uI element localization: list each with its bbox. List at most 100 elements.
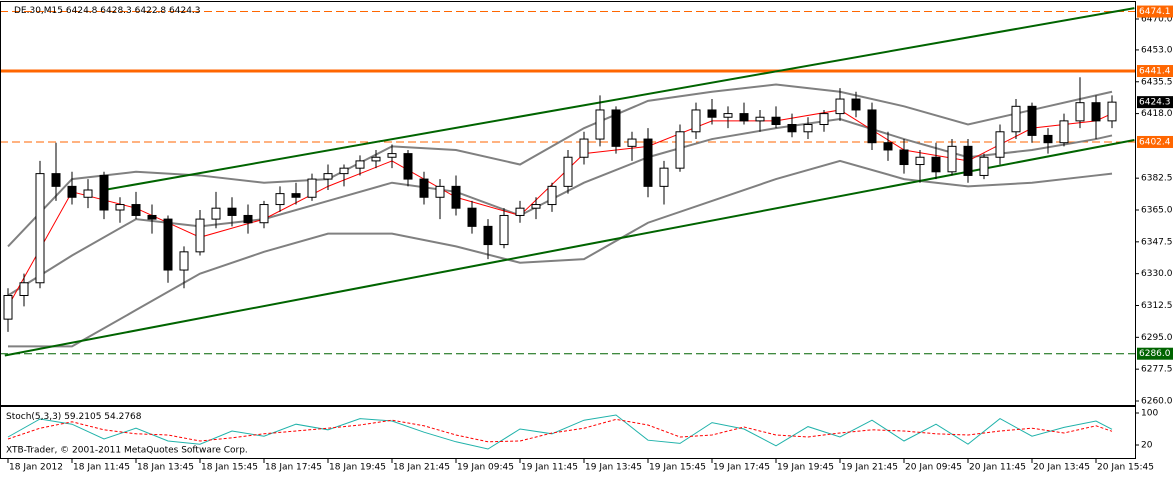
x-tick-label: 19 Jan 17:45 (713, 463, 770, 473)
x-tick-label: 18 Jan 19:45 (329, 463, 386, 473)
x-tick-label: 18 Jan 2012 (9, 463, 63, 473)
candle-body (227, 207, 237, 216)
candle-body (931, 156, 941, 173)
candle-body (371, 156, 381, 162)
candle-body (899, 149, 909, 166)
stoch-name: Stoch(5,3,3) (6, 412, 61, 422)
axes: 6470.0 6453.0 6435.5 6418.0 6382.5 6365.0 6347… (7, 5, 1173, 473)
candle-body (883, 142, 893, 151)
candle-body (611, 109, 621, 147)
x-tick-label: 19 Jan 15:45 (649, 463, 706, 473)
candle-body (419, 178, 429, 198)
candle-body (339, 167, 349, 175)
candle-body (3, 294, 13, 320)
x-tick-label: 18 Jan 15:45 (201, 463, 258, 473)
y-tick-label: 20 (1141, 441, 1153, 451)
candle-body (947, 145, 957, 173)
candle-body (1075, 102, 1085, 122)
x-tick-label: 18 Jan 13:45 (137, 463, 194, 473)
candle-body (659, 167, 669, 187)
header-high: 6428.3 (100, 6, 132, 16)
y-tick-label: 6277.5 (1141, 365, 1173, 375)
candle-body (1043, 134, 1053, 144)
y-tick-label: 6295.0 (1141, 333, 1173, 343)
level-label-box (1137, 65, 1173, 78)
y-tick-label: 6260.0 (1141, 396, 1173, 406)
sub-plot (7, 414, 1113, 450)
candle-body (1091, 102, 1101, 122)
sub-frame (0, 406, 1136, 459)
candle-body (259, 204, 269, 224)
bollinger-lower (8, 159, 1113, 348)
candle-body (515, 207, 525, 216)
candle-body (243, 214, 253, 224)
candle-body (1011, 105, 1021, 133)
x-tick-label: 20 Jan 11:45 (969, 463, 1026, 473)
candle-body (803, 124, 813, 133)
header-close: 6424.3 (169, 6, 201, 16)
candle-body (163, 218, 173, 271)
candle-body (963, 145, 973, 176)
candle-body (643, 138, 653, 187)
candle-body (211, 207, 221, 220)
candle-body (355, 160, 365, 169)
x-tick-label: 20 Jan 09:45 (905, 463, 962, 473)
price-label: 6424.3 (1139, 98, 1171, 108)
candle-body (1027, 105, 1037, 136)
stoch-line (7, 414, 1113, 450)
x-tick-label: 19 Jan 21:45 (841, 463, 898, 473)
candle-body (739, 113, 749, 122)
x-tick-label: 19 Jan 11:45 (521, 463, 578, 473)
y-tick-label: 6453.0 (1141, 45, 1173, 55)
y-tick-label: 100 (1141, 409, 1158, 419)
candle-body (867, 109, 877, 144)
candle-body (275, 193, 285, 206)
stoch-main-value: 59.2105 (64, 412, 101, 422)
level-label: 6402.4 (1139, 137, 1171, 147)
candle-body (675, 131, 685, 169)
candle-body (291, 193, 301, 198)
candle-body (915, 156, 925, 166)
candle-body (819, 113, 829, 126)
x-tick-label: 18 Jan 11:45 (73, 463, 130, 473)
candle-body (531, 204, 541, 209)
x-tick-label: 20 Jan 15:45 (1097, 463, 1154, 473)
candle-body (307, 178, 317, 198)
y-tick-label: 6382.5 (1141, 174, 1173, 184)
candle-body (579, 138, 589, 158)
candle-body (771, 116, 781, 126)
x-tick-label: 19 Jan 19:45 (777, 463, 834, 473)
level-label: 6441.4 (1139, 67, 1171, 77)
candle-body (835, 98, 845, 115)
candle-body (115, 204, 125, 211)
trend-line (4, 138, 1135, 357)
candle-body (99, 174, 109, 211)
candle-body (627, 138, 637, 147)
candle-body (547, 185, 557, 206)
symbol: DE.30,M15 (14, 6, 63, 16)
level-label-box (1137, 347, 1173, 360)
stoch-title: Stoch(5,3,3) 59.2105 54.2768 (6, 412, 142, 422)
level-label-box (1137, 135, 1173, 148)
candle-body (51, 173, 61, 187)
candle-body (387, 153, 397, 158)
stoch-line (7, 418, 1113, 443)
candle-body (723, 113, 733, 118)
candle-body (467, 207, 477, 227)
header-open: 6424.8 (66, 6, 98, 16)
x-tick-label: 18 Jan 17:45 (265, 463, 322, 473)
header: DE.30,M15 6424.8 6428.3 6422.8 6424.3 (14, 6, 201, 16)
candle-body (179, 251, 189, 271)
candle-body (451, 185, 461, 209)
candle-body (851, 98, 861, 111)
candle-body (195, 218, 205, 253)
header-low: 6422.8 (135, 6, 167, 16)
level-label: 6474.1 (1139, 7, 1171, 17)
candle-body (691, 109, 701, 133)
y-tick-label: 6435.5 (1141, 77, 1173, 87)
candle-body (563, 156, 573, 187)
x-tick-label: 19 Jan 13:45 (585, 463, 642, 473)
candle-body (35, 173, 45, 284)
candle-body (1059, 120, 1069, 144)
